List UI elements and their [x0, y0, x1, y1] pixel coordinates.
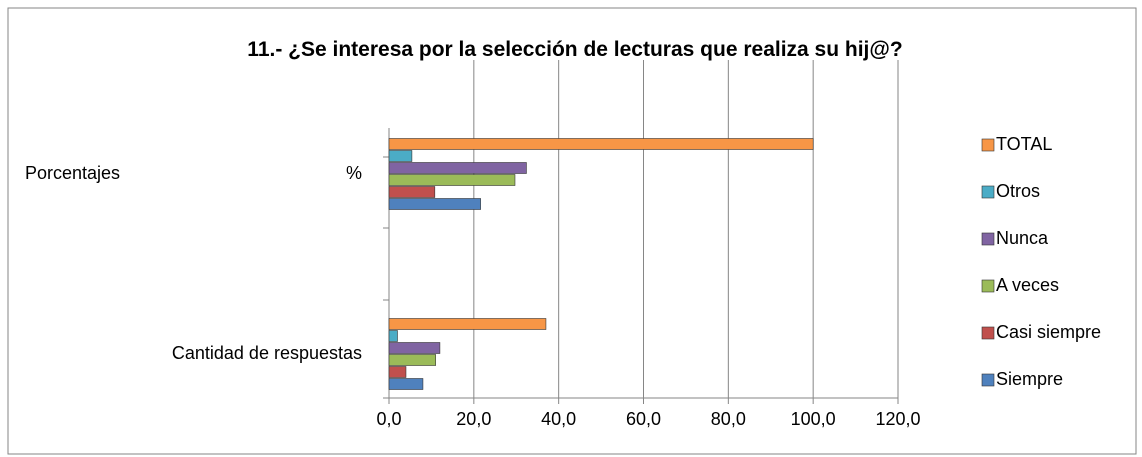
- legend-swatch: [981, 326, 995, 340]
- bar: [388, 198, 481, 210]
- y-tick-label: Cantidad de respuestas: [172, 343, 362, 363]
- x-tick-label: 60,0: [626, 409, 661, 429]
- x-tick-label: 120,0: [875, 409, 920, 429]
- y-tick-label: Porcentajes: [25, 163, 120, 183]
- legend-swatch: [981, 279, 995, 293]
- bar: [388, 330, 398, 342]
- bar: [388, 162, 527, 174]
- legend-label: Siempre: [996, 369, 1063, 389]
- legend-label: Otros: [996, 181, 1040, 201]
- legend-swatch: [981, 185, 995, 199]
- bar: [388, 174, 516, 186]
- legend-label: Nunca: [996, 228, 1049, 248]
- legend-swatch: [981, 373, 995, 387]
- legend-swatch: [981, 138, 995, 152]
- bar: [388, 366, 407, 378]
- bar: [388, 378, 424, 390]
- x-tick-label: 80,0: [711, 409, 746, 429]
- chart-border: [7, 7, 1137, 455]
- chart-title: 11.- ¿Se interesa por la selección de le…: [247, 38, 903, 61]
- x-tick-label: 40,0: [541, 409, 576, 429]
- y-tick-unit: %: [346, 163, 362, 183]
- bar: [388, 342, 441, 354]
- x-tick-label: 0,0: [376, 409, 401, 429]
- legend-label: TOTAL: [996, 134, 1052, 154]
- bar: [388, 186, 436, 198]
- legend-swatch: [981, 232, 995, 246]
- bar: [388, 354, 436, 366]
- x-tick-label: 20,0: [456, 409, 491, 429]
- legend-label: Casi siempre: [996, 322, 1101, 342]
- bar: [388, 138, 814, 150]
- legend-label: A veces: [996, 275, 1059, 295]
- x-tick-label: 100,0: [791, 409, 836, 429]
- bar: [388, 318, 547, 330]
- bar: [388, 150, 413, 162]
